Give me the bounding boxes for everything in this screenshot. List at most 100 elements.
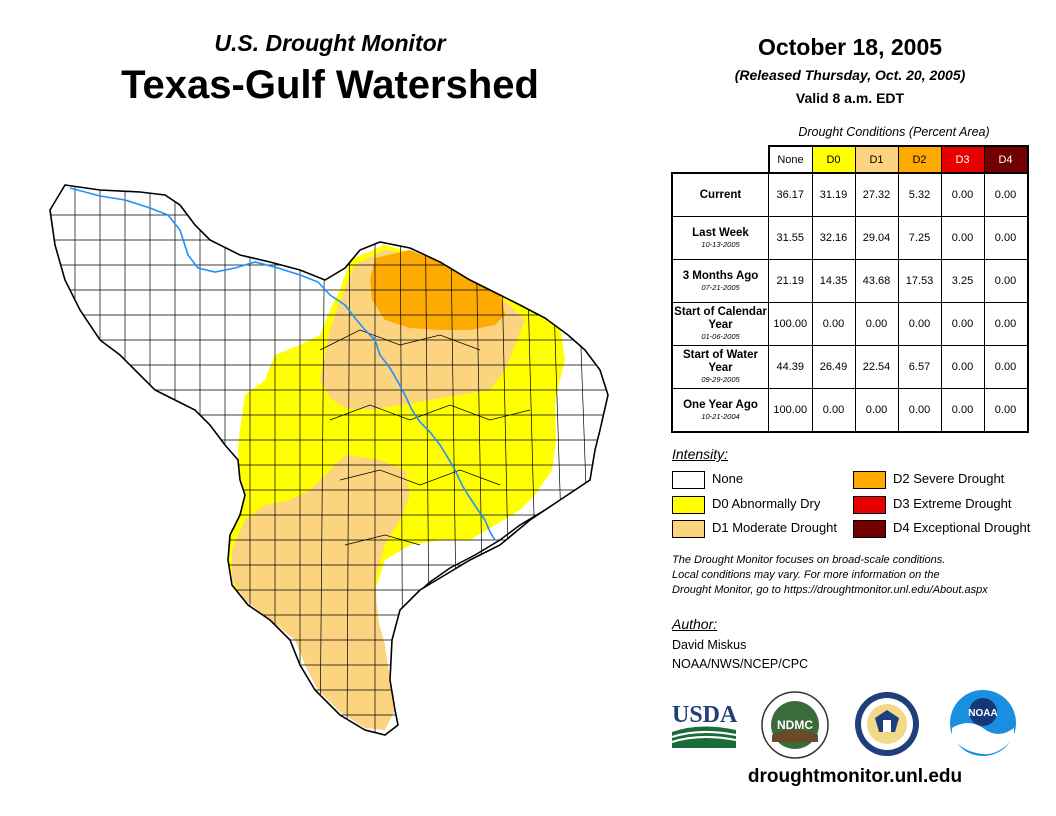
table-cell: 100.00 xyxy=(768,388,813,433)
table-cell: 0.00 xyxy=(811,388,856,433)
table-cell: 0.00 xyxy=(940,388,985,433)
legend-swatch xyxy=(672,470,705,489)
row-label: Last Week 10-13-2005 xyxy=(671,216,769,260)
table-row: Start of Calendar Year 01-06-2005 100.00 … xyxy=(671,302,1029,346)
website-url[interactable]: droughtmonitor.unl.edu xyxy=(747,766,963,787)
col-d1: D1 xyxy=(854,145,899,174)
commerce-seal-logo xyxy=(855,692,919,756)
table-cell: 14.35 xyxy=(811,259,856,303)
row-label-text: Current xyxy=(699,188,742,201)
legend-label: D1 Moderate Drought xyxy=(712,520,838,535)
row-date: 01-06-2005 xyxy=(701,332,740,341)
table-cell: 31.55 xyxy=(768,216,813,260)
table-cell: 29.04 xyxy=(854,216,899,260)
author-title: Author: xyxy=(672,616,718,632)
table-cell: 0.00 xyxy=(983,388,1029,433)
row-label: Start of Calendar Year 01-06-2005 xyxy=(671,302,769,346)
release-date: (Released Thursday, Oct. 20, 2005) xyxy=(734,67,966,83)
table-cell: 27.32 xyxy=(854,172,899,217)
table-cell: 0.00 xyxy=(854,302,899,346)
map-date: October 18, 2005 xyxy=(757,34,943,60)
legend-swatch xyxy=(853,519,886,538)
table-cell: 17.53 xyxy=(897,259,942,303)
row-label-text: Start of Water Year xyxy=(683,349,758,374)
noaa-logo-text: NOAA xyxy=(968,708,997,719)
table-cell: 0.00 xyxy=(854,388,899,433)
usda-logo-text: USDA xyxy=(672,702,738,728)
table-cell: 31.19 xyxy=(811,172,856,217)
ndmc-logo-text: NDMC xyxy=(777,718,813,732)
legend-swatch xyxy=(672,495,705,514)
table-cell: 22.54 xyxy=(854,345,899,389)
table-cell: 26.49 xyxy=(811,345,856,389)
note-line: The Drought Monitor focuses on broad-sca… xyxy=(672,554,946,566)
table-cell: 0.00 xyxy=(983,259,1029,303)
legend-label: D3 Extreme Drought xyxy=(893,496,1012,511)
row-date: 10-13-2005 xyxy=(701,239,740,249)
row-label: One Year Ago 10-21-2004 xyxy=(671,388,769,433)
table-cell: 32.16 xyxy=(811,216,856,260)
table-cell: 0.00 xyxy=(897,302,942,346)
legend-label: D4 Exceptional Drought xyxy=(893,520,1031,535)
table-cell: 0.00 xyxy=(940,172,985,217)
col-none: None xyxy=(767,145,813,174)
author-name: David Miskus xyxy=(672,638,747,652)
table-cell: 0.00 xyxy=(983,172,1029,217)
table-cell: 0.00 xyxy=(983,302,1029,346)
table-cell: 0.00 xyxy=(983,216,1029,260)
legend-swatch xyxy=(853,470,886,489)
row-label-text: Last Week xyxy=(692,226,749,239)
row-date: 09-29-2005 xyxy=(701,375,740,384)
table-cell: 44.39 xyxy=(768,345,813,389)
legend-label: None xyxy=(712,471,744,486)
legend-label: D2 Severe Drought xyxy=(893,471,1005,486)
legend-item-d2: D2 Severe Drought xyxy=(853,470,1005,489)
legend-label: D0 Abnormally Dry xyxy=(712,496,821,511)
table-row: One Year Ago 10-21-2004 100.00 0.00 0.00 … xyxy=(671,388,1029,433)
legend-item-none: None xyxy=(672,470,744,489)
drought-conditions-table: None D0 D1 D2 D3 D4 Current 36.17 31.19 … xyxy=(671,145,1029,433)
legend-item-d3: D3 Extreme Drought xyxy=(853,495,1012,514)
legend-swatch xyxy=(853,495,886,514)
noaa-logo: NOAA xyxy=(950,690,1016,756)
col-d2: D2 xyxy=(897,145,942,174)
table-cell: 43.68 xyxy=(854,259,899,303)
row-label-text: Start of Calendar Year xyxy=(674,306,767,331)
row-label: Current xyxy=(671,172,769,217)
table-cell: 100.00 xyxy=(768,302,813,346)
table-cell: 7.25 xyxy=(897,216,942,260)
legend-item-d0: D0 Abnormally Dry xyxy=(672,495,821,514)
table-cell: 0.00 xyxy=(940,216,985,260)
col-d4: D4 xyxy=(983,145,1029,174)
table-caption: Drought Conditions (Percent Area) xyxy=(798,125,990,139)
table-cell: 21.19 xyxy=(768,259,813,303)
table-row: Last Week 10-13-2005 31.55 32.16 29.04 7.… xyxy=(671,216,1029,260)
valid-time: Valid 8 a.m. EDT xyxy=(795,90,905,106)
table-cell: 0.00 xyxy=(811,302,856,346)
table-cell: 36.17 xyxy=(768,172,813,217)
col-d0: D0 xyxy=(811,145,856,174)
row-label-text: One Year Ago xyxy=(683,398,758,411)
table-row: Current 36.17 31.19 27.32 5.32 0.00 0.00 xyxy=(671,172,1029,217)
table-cell: 6.57 xyxy=(897,345,942,389)
table-cell: 5.32 xyxy=(897,172,942,217)
row-label: Start of Water Year 09-29-2005 xyxy=(671,345,769,389)
table-row: Start of Water Year 09-29-2005 44.39 26.4… xyxy=(671,345,1029,389)
row-label-text: 3 Months Ago xyxy=(682,269,759,282)
usda-logo: USDA xyxy=(671,702,738,748)
legend-item-d1: D1 Moderate Drought xyxy=(672,519,838,538)
table-cell: 0.00 xyxy=(897,388,942,433)
table-cell: 0.00 xyxy=(983,345,1029,389)
author-org: NOAA/NWS/NCEP/CPC xyxy=(672,657,809,671)
table-corner xyxy=(672,146,769,173)
row-date: 10-21-2004 xyxy=(701,411,740,421)
table-cell: 3.25 xyxy=(940,259,985,303)
note-line: Drought Monitor, go to https://droughtmo… xyxy=(672,584,988,596)
legend-swatch xyxy=(672,519,705,538)
legend-item-d4: D4 Exceptional Drought xyxy=(853,519,1031,538)
table-row: 3 Months Ago 07-21-2005 21.19 14.35 43.68… xyxy=(671,259,1029,303)
table-cell: 0.00 xyxy=(940,345,985,389)
disclaimer-note: The Drought Monitor focuses on broad-sca… xyxy=(672,553,1042,598)
row-label: 3 Months Ago 07-21-2005 xyxy=(671,259,769,303)
trinity-river xyxy=(329,294,496,541)
